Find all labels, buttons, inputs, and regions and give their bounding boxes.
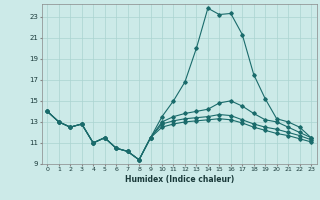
X-axis label: Humidex (Indice chaleur): Humidex (Indice chaleur) bbox=[124, 175, 234, 184]
